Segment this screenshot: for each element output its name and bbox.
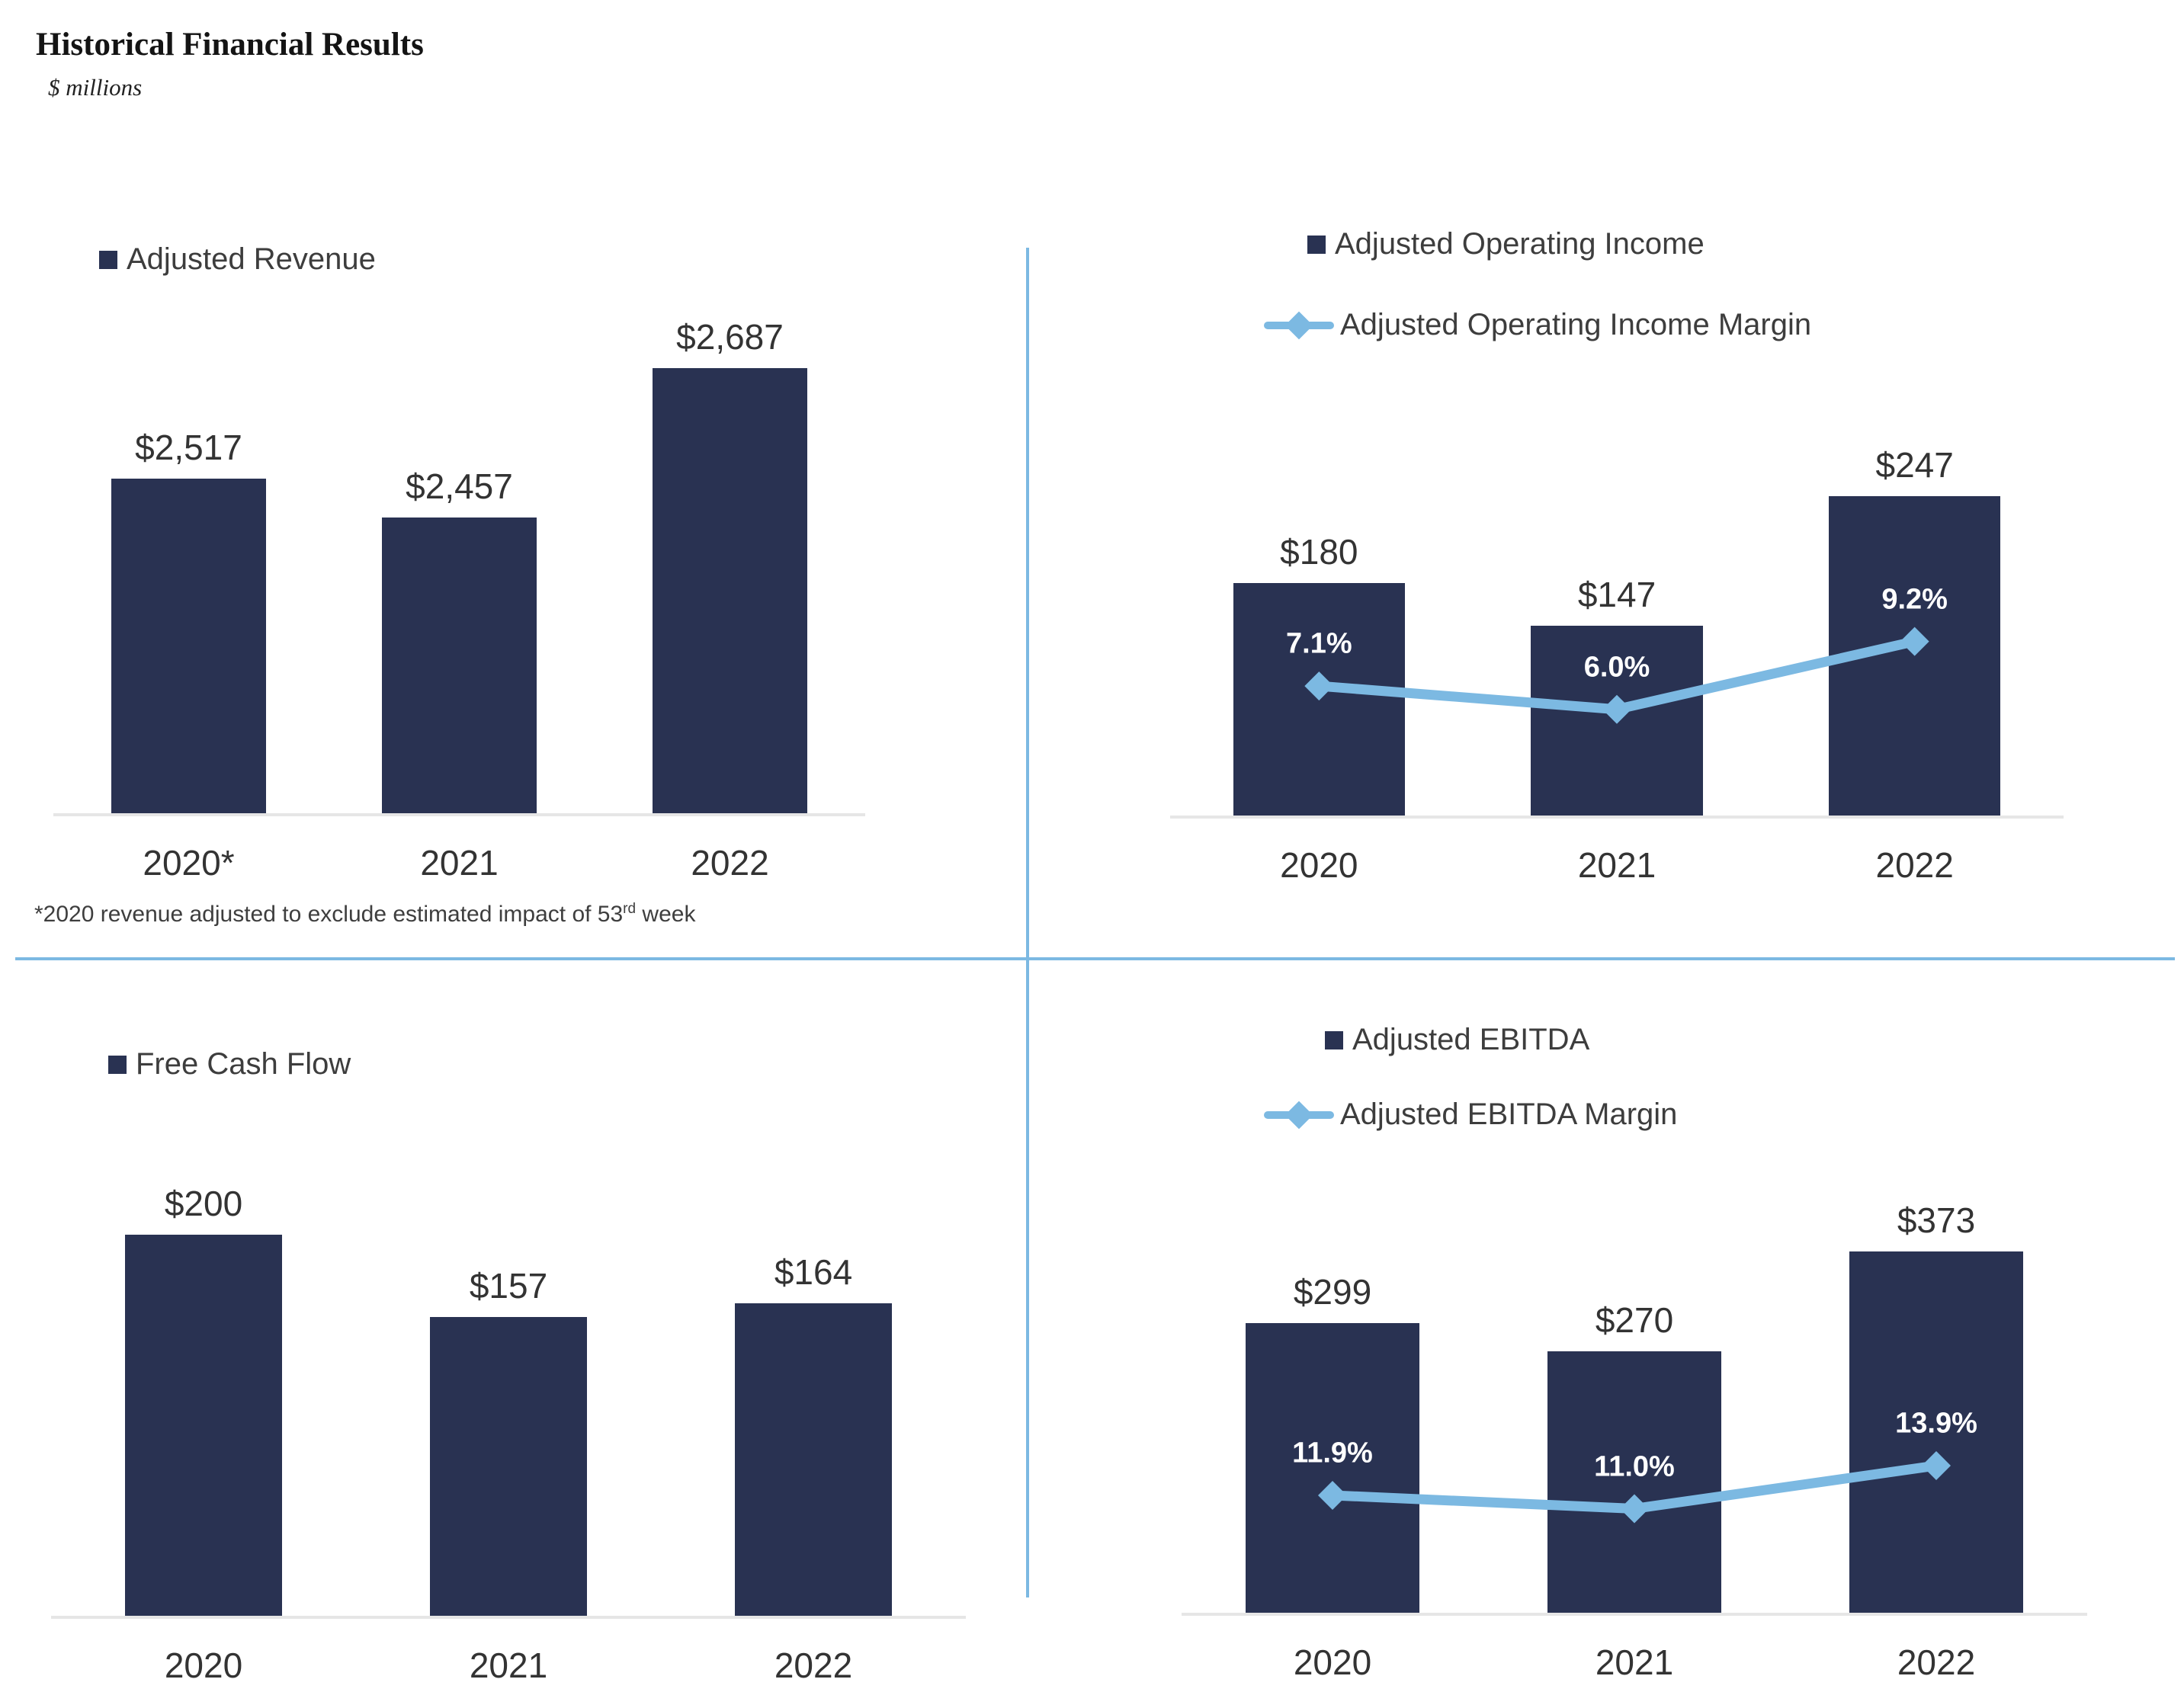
bar-2022 (1849, 1251, 2024, 1613)
bar-value-label: $373 (1897, 1200, 1976, 1240)
bar-2020 (111, 478, 266, 813)
legend-adjusted-ebitda-margin: Adjusted EBITDA Margin (1264, 1098, 1677, 1132)
legend-free-cash-flow: Free Cash Flow (108, 1047, 351, 1082)
x-axis-label: 2020 (1293, 1642, 1372, 1682)
plot-area-adjusted-revenue: $2,517 2020* $2,457 2021 $2,687 2022 (53, 295, 865, 883)
bar-value-label: $200 (164, 1184, 243, 1223)
x-axis-label: 2021 (420, 843, 499, 883)
plot-area-free-cash-flow: $200 2020 $157 2021 $164 2022 (51, 1158, 966, 1685)
bar-value-label: $180 (1280, 531, 1358, 572)
bar-value-label: $270 (1595, 1299, 1674, 1340)
margin-line (1318, 1450, 1951, 1524)
line-marker-diamond-icon (1620, 1494, 1649, 1524)
line-marker-diamond-icon (1900, 626, 1929, 656)
units-note: $ millions (48, 74, 143, 101)
bar-value-label: $147 (1577, 574, 1656, 614)
x-axis-label: 2022 (691, 843, 769, 883)
margin-value-label: 11.9% (1292, 1437, 1373, 1469)
bar-2021 (430, 1316, 587, 1616)
bar-2020 (125, 1235, 282, 1616)
legend-adjusted-operating-income-margin: Adjusted Operating Income Margin (1264, 308, 1811, 342)
line-series-legend-marker-icon (1264, 311, 1334, 340)
plot-area-adjusted-operating-income: $180 2020 $147 2021 $247 2022 7.1% 6.0% 9.2% (1170, 370, 2064, 885)
bar-series-legend-swatch-icon (1307, 235, 1326, 254)
legend-label: Adjusted Operating Income Margin (1340, 308, 1812, 341)
horizontal-divider-line (15, 957, 2175, 960)
line-marker-diamond-icon (1602, 694, 1631, 724)
bar-series-legend-swatch-icon (99, 250, 117, 269)
margin-value-label: 9.2% (1881, 583, 1948, 616)
bar-value-label: $2,687 (676, 317, 784, 357)
vertical-divider-line (1026, 248, 1029, 1597)
x-axis-label: 2021 (1595, 1642, 1674, 1682)
margin-value-label: 11.0% (1594, 1450, 1675, 1482)
margin-line (1304, 626, 1929, 724)
x-axis-label: 2022 (1897, 1642, 1976, 1682)
page-title: Historical Financial Results (36, 27, 424, 62)
line-marker-diamond-icon (1318, 1480, 1347, 1510)
margin-value-label: 7.1% (1286, 627, 1352, 660)
line-series-legend-marker-icon (1264, 1101, 1334, 1130)
legend-adjusted-ebitda: Adjusted EBITDA (1325, 1023, 1589, 1057)
legend-label: Adjusted Operating Income (1335, 227, 1705, 261)
line-marker-diamond-icon (1922, 1450, 1951, 1480)
legend-label: Adjusted Revenue (127, 242, 376, 276)
bar-2021 (382, 517, 537, 813)
x-axis-label: 2020 (164, 1646, 243, 1685)
bar-value-label: $247 (1875, 445, 1954, 485)
revenue-footnote: *2020 revenue adjusted to exclude estima… (34, 901, 696, 927)
x-axis-label: 2022 (774, 1646, 853, 1685)
x-axis-label: 2021 (1577, 845, 1656, 885)
bar-2022 (653, 368, 807, 813)
x-axis-label: 2020 (1280, 845, 1358, 885)
bar-2022 (735, 1303, 892, 1616)
x-axis-label: 2021 (469, 1646, 548, 1685)
bar-value-label: $2,517 (135, 427, 242, 467)
bar-series-legend-swatch-icon (108, 1055, 127, 1074)
legend-adjusted-operating-income: Adjusted Operating Income (1307, 227, 1705, 261)
bar-2021 (1547, 1351, 1722, 1613)
legend-label: Adjusted EBITDA (1352, 1023, 1590, 1056)
legend-adjusted-revenue: Adjusted Revenue (99, 242, 376, 277)
legend-label: Adjusted EBITDA Margin (1340, 1098, 1678, 1131)
bar-series-legend-swatch-icon (1325, 1030, 1343, 1049)
bar-value-label: $2,457 (406, 466, 513, 506)
line-marker-diamond-icon (1304, 671, 1334, 701)
margin-value-label: 6.0% (1583, 651, 1650, 684)
bar-value-label: $299 (1293, 1271, 1372, 1312)
plot-area-adjusted-ebitda: $299 2020 $270 2021 $373 2022 11.9% 11.0% 13.9% (1182, 1167, 2087, 1682)
bar-value-label: $164 (774, 1252, 853, 1292)
margin-value-label: 13.9% (1895, 1407, 1977, 1440)
x-axis-label: 2022 (1875, 845, 1954, 885)
legend-label: Free Cash Flow (136, 1047, 351, 1081)
bar-value-label: $157 (469, 1265, 548, 1306)
bar-2020 (1245, 1322, 1420, 1613)
x-axis-label: 2020* (143, 843, 235, 883)
